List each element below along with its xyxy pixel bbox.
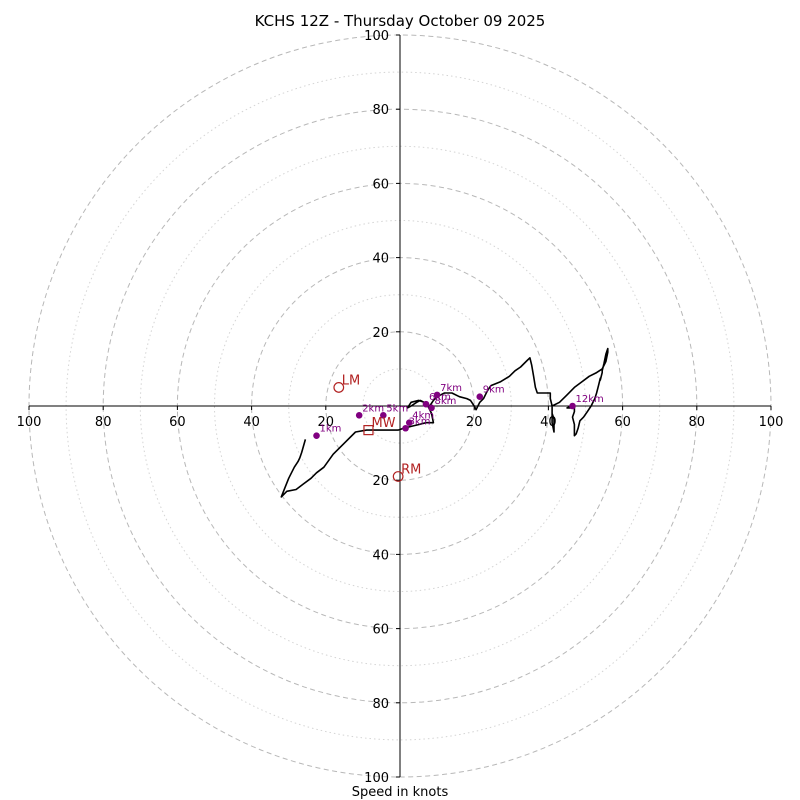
tick-label-down-40: 40 [372,548,389,563]
height-label-9km: 9km [483,385,505,396]
height-marker-4km [405,419,413,426]
tick-label-down-60: 60 [372,623,389,638]
storm-motion-label-lm: LM [342,373,360,388]
storm-motion-marker-lm [333,382,345,393]
height-marker-9km [476,393,484,401]
height-marker-2km [355,411,363,419]
tick-label-left-60: 60 [169,415,186,430]
storm-motion-marker-mw [363,425,374,436]
height-label-8km: 8km [435,396,457,407]
height-label-3km: 3km [409,416,431,427]
height-label-7km: 7km [440,383,462,394]
x-axis-label: Speed in knots [352,785,449,800]
height-marker-5km [380,411,387,419]
tick-label-up-100: 100 [364,29,389,44]
height-marker-7km [433,391,441,399]
height-label-4km: 4km [412,411,434,422]
tick-label-left-100: 100 [17,415,42,430]
tick-label-down-100: 100 [364,771,389,786]
height-label-5km: 5km [386,403,408,414]
tick-label-down-20: 20 [372,474,389,489]
height-label-12km: 12km [576,394,604,405]
tick-label-right-80: 80 [689,415,706,430]
tick-label-up-80: 80 [372,103,389,118]
height-label-2km: 2km [362,403,384,414]
tick-label-left-40: 40 [243,415,260,430]
tick-label-up-60: 60 [372,177,389,192]
tick-label-left-20: 20 [318,415,335,430]
height-marker-8km [428,404,435,412]
height-label-6km: 6km [429,392,451,403]
height-marker-12km [569,402,576,410]
tick-label-right-100: 100 [759,415,784,430]
height-marker-6km [422,400,430,408]
storm-motion-marker-rm [392,471,404,482]
storm-motion-label-mw: MW [371,416,395,431]
height-marker-1km [313,432,320,439]
tick-label-right-60: 60 [614,415,631,430]
tick-label-right-20: 20 [466,415,483,430]
tick-label-left-80: 80 [95,415,112,430]
height-label-1km: 1km [320,424,342,435]
height-marker-3km [402,424,409,432]
storm-motion-label-rm: RM [401,462,421,477]
tick-label-down-80: 80 [372,697,389,712]
hodograph-trace [280,347,609,498]
tick-label-up-40: 40 [372,252,389,267]
tick-label-up-20: 20 [372,326,389,341]
chart-title: KCHS 12Z - Thursday October 09 2025 [255,12,546,30]
